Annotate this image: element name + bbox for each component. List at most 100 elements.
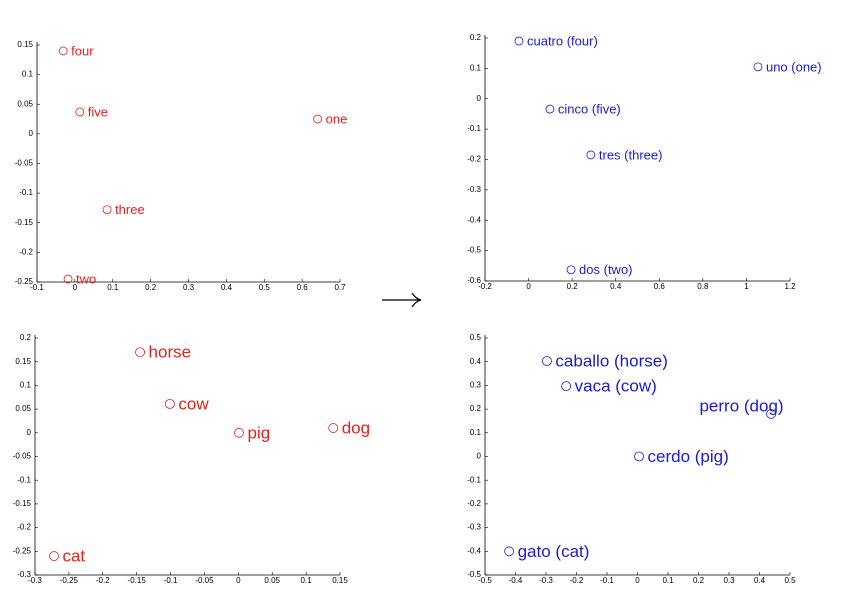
y-tick-label: 0.15 (17, 40, 33, 49)
x-tick-label: 0.5 (784, 576, 796, 585)
y-tick-label: -0.5 (467, 246, 481, 255)
point (102, 205, 112, 215)
point (164, 398, 175, 409)
y-tick-label: 0.3 (470, 381, 482, 390)
x-tick-label: -0.3 (28, 576, 42, 585)
point-label: dos (two) (579, 262, 632, 277)
x-tick-label: -0.3 (539, 576, 553, 585)
x-tick-label: 0 (236, 576, 241, 585)
x-tick-label: 0.6 (297, 283, 309, 292)
x-tick-label: 0.5 (259, 283, 271, 292)
x-tick-label: 0.2 (567, 282, 579, 291)
y-tick-label: -0.1 (17, 475, 31, 484)
point (561, 381, 572, 392)
y-tick-label: 0 (29, 129, 34, 138)
y-tick-label: -0.3 (467, 523, 481, 532)
x-tick-label: 1 (744, 282, 749, 291)
x-tick-label: 0 (526, 282, 531, 291)
point (75, 107, 85, 117)
x-tick-label: 0.1 (107, 283, 119, 292)
y-tick-label: -0.2 (19, 247, 33, 256)
y-tick-label: -0.1 (19, 188, 33, 197)
x-tick-label: 0.2 (145, 283, 157, 292)
point-label: dog (342, 419, 370, 438)
point-label: five (88, 104, 108, 119)
y-tick-label: 0.1 (470, 63, 482, 72)
x-tick-label: 0.3 (723, 576, 735, 585)
y-tick-label: 0.05 (17, 99, 33, 108)
x-tick-label: -0.4 (509, 576, 523, 585)
x-tick-label: -0.5 (478, 576, 492, 585)
point-label: one (326, 112, 348, 127)
point-label: tres (three) (599, 147, 663, 162)
point (514, 36, 524, 46)
point-label: pig (248, 423, 271, 442)
x-tick-label: -0.2 (96, 576, 110, 585)
y-tick-label: -0.2 (17, 523, 31, 532)
x-tick-label: 0.4 (610, 282, 622, 291)
y-tick-label: 0.2 (470, 33, 482, 42)
point (234, 427, 244, 438)
point-label: three (115, 202, 145, 217)
y-tick-label: 0.2 (470, 404, 482, 413)
x-tick-label: 0.05 (264, 576, 280, 585)
x-tick-label: 0.7 (334, 283, 346, 292)
point (753, 62, 763, 72)
x-tick-label: -0.2 (478, 282, 492, 291)
point (49, 551, 59, 561)
x-tick-label: -0.1 (164, 576, 178, 585)
point-label: gato (cat) (518, 542, 590, 561)
point-label: vaca (cow) (575, 377, 657, 396)
point-label: four (71, 43, 94, 58)
y-tick-label: -0.4 (467, 215, 481, 224)
x-tick-label: -0.25 (60, 576, 79, 585)
x-tick-label: -0.1 (30, 283, 44, 292)
point (545, 104, 555, 114)
y-tick-label: 0 (477, 452, 482, 461)
x-tick-label: -0.05 (195, 576, 214, 585)
x-tick-label: -0.1 (600, 576, 614, 585)
y-tick-label: 0.05 (15, 404, 31, 413)
y-tick-label: -0.25 (15, 277, 34, 286)
x-tick-label: 0.8 (697, 282, 709, 291)
x-tick-label: 1.2 (784, 282, 796, 291)
y-tick-label: -0.05 (15, 159, 34, 168)
y-tick-label: 0.1 (20, 381, 32, 390)
point-label: cat (62, 547, 85, 566)
y-tick-label: -0.3 (17, 570, 31, 579)
y-tick-label: 0.1 (22, 70, 34, 79)
y-tick-label: -0.2 (467, 499, 481, 508)
y-tick-label: -0.1 (467, 124, 481, 133)
point (542, 356, 552, 366)
y-tick-label: -0.25 (13, 546, 32, 555)
y-tick-label: 0 (477, 94, 482, 103)
y-tick-label: -0.15 (15, 218, 34, 227)
x-tick-label: 0.6 (654, 282, 666, 291)
y-tick-label: -0.2 (467, 155, 481, 164)
point-label: caballo (horse) (555, 351, 667, 370)
y-tick-label: -0.1 (467, 475, 481, 484)
y-tick-label: 0.5 (470, 333, 482, 342)
x-tick-label: 0 (635, 576, 640, 585)
point-label: cinco (five) (558, 102, 621, 117)
x-tick-label: -0.15 (128, 576, 147, 585)
point (566, 265, 576, 275)
y-tick-label: 0 (27, 428, 32, 437)
x-tick-label: 0.3 (183, 283, 195, 292)
point-label: cerdo (pig) (648, 447, 729, 466)
y-tick-label: -0.15 (13, 499, 32, 508)
y-tick-label: -0.6 (467, 276, 481, 285)
point-label: cow (178, 394, 209, 413)
x-tick-label: 0.1 (662, 576, 674, 585)
x-tick-label: 0.15 (332, 576, 348, 585)
y-tick-label: -0.4 (467, 546, 481, 555)
point (63, 274, 73, 284)
x-tick-label: 0 (73, 283, 78, 292)
x-tick-label: 0.4 (221, 283, 233, 292)
point (634, 451, 644, 462)
x-tick-label: 0.1 (301, 576, 313, 585)
arrow (382, 292, 422, 308)
y-tick-label: 0.15 (15, 357, 31, 366)
arrow-head (411, 292, 422, 308)
